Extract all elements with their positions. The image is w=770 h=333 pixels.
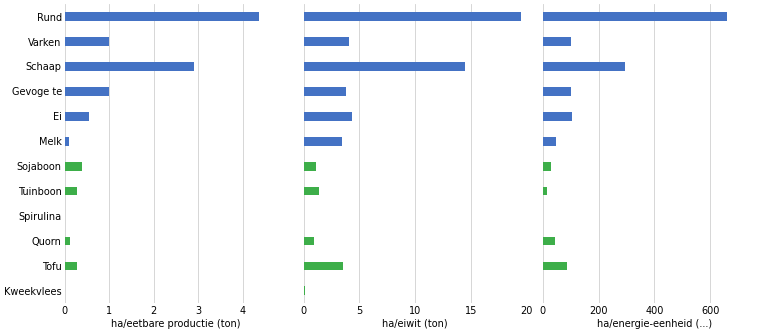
Bar bbox=[65, 112, 89, 121]
Bar bbox=[543, 237, 554, 245]
Bar bbox=[65, 137, 69, 146]
Bar bbox=[543, 62, 625, 71]
Bar bbox=[303, 261, 343, 270]
Bar bbox=[543, 112, 572, 121]
Bar bbox=[65, 37, 109, 46]
Bar bbox=[65, 162, 82, 170]
Bar bbox=[543, 187, 547, 195]
Bar bbox=[65, 62, 194, 71]
Bar bbox=[65, 261, 76, 270]
Bar bbox=[303, 137, 342, 146]
Bar bbox=[543, 87, 571, 96]
Bar bbox=[303, 12, 521, 21]
Bar bbox=[303, 87, 346, 96]
Bar bbox=[303, 237, 313, 245]
X-axis label: ha/energie-eenheid (...): ha/energie-eenheid (...) bbox=[597, 319, 712, 329]
Bar bbox=[65, 237, 70, 245]
Bar bbox=[303, 286, 305, 295]
Bar bbox=[303, 112, 352, 121]
Bar bbox=[543, 162, 551, 170]
Bar bbox=[65, 12, 259, 21]
Bar bbox=[303, 162, 316, 170]
Bar bbox=[303, 187, 320, 195]
Bar bbox=[543, 12, 727, 21]
X-axis label: ha/eetbare productie (ton): ha/eetbare productie (ton) bbox=[112, 319, 241, 329]
Bar bbox=[543, 137, 556, 146]
X-axis label: ha/eiwit (ton): ha/eiwit (ton) bbox=[383, 319, 448, 329]
Bar bbox=[303, 37, 350, 46]
Bar bbox=[543, 37, 571, 46]
Bar bbox=[543, 261, 567, 270]
Bar bbox=[65, 87, 109, 96]
Bar bbox=[65, 187, 77, 195]
Bar bbox=[303, 62, 465, 71]
